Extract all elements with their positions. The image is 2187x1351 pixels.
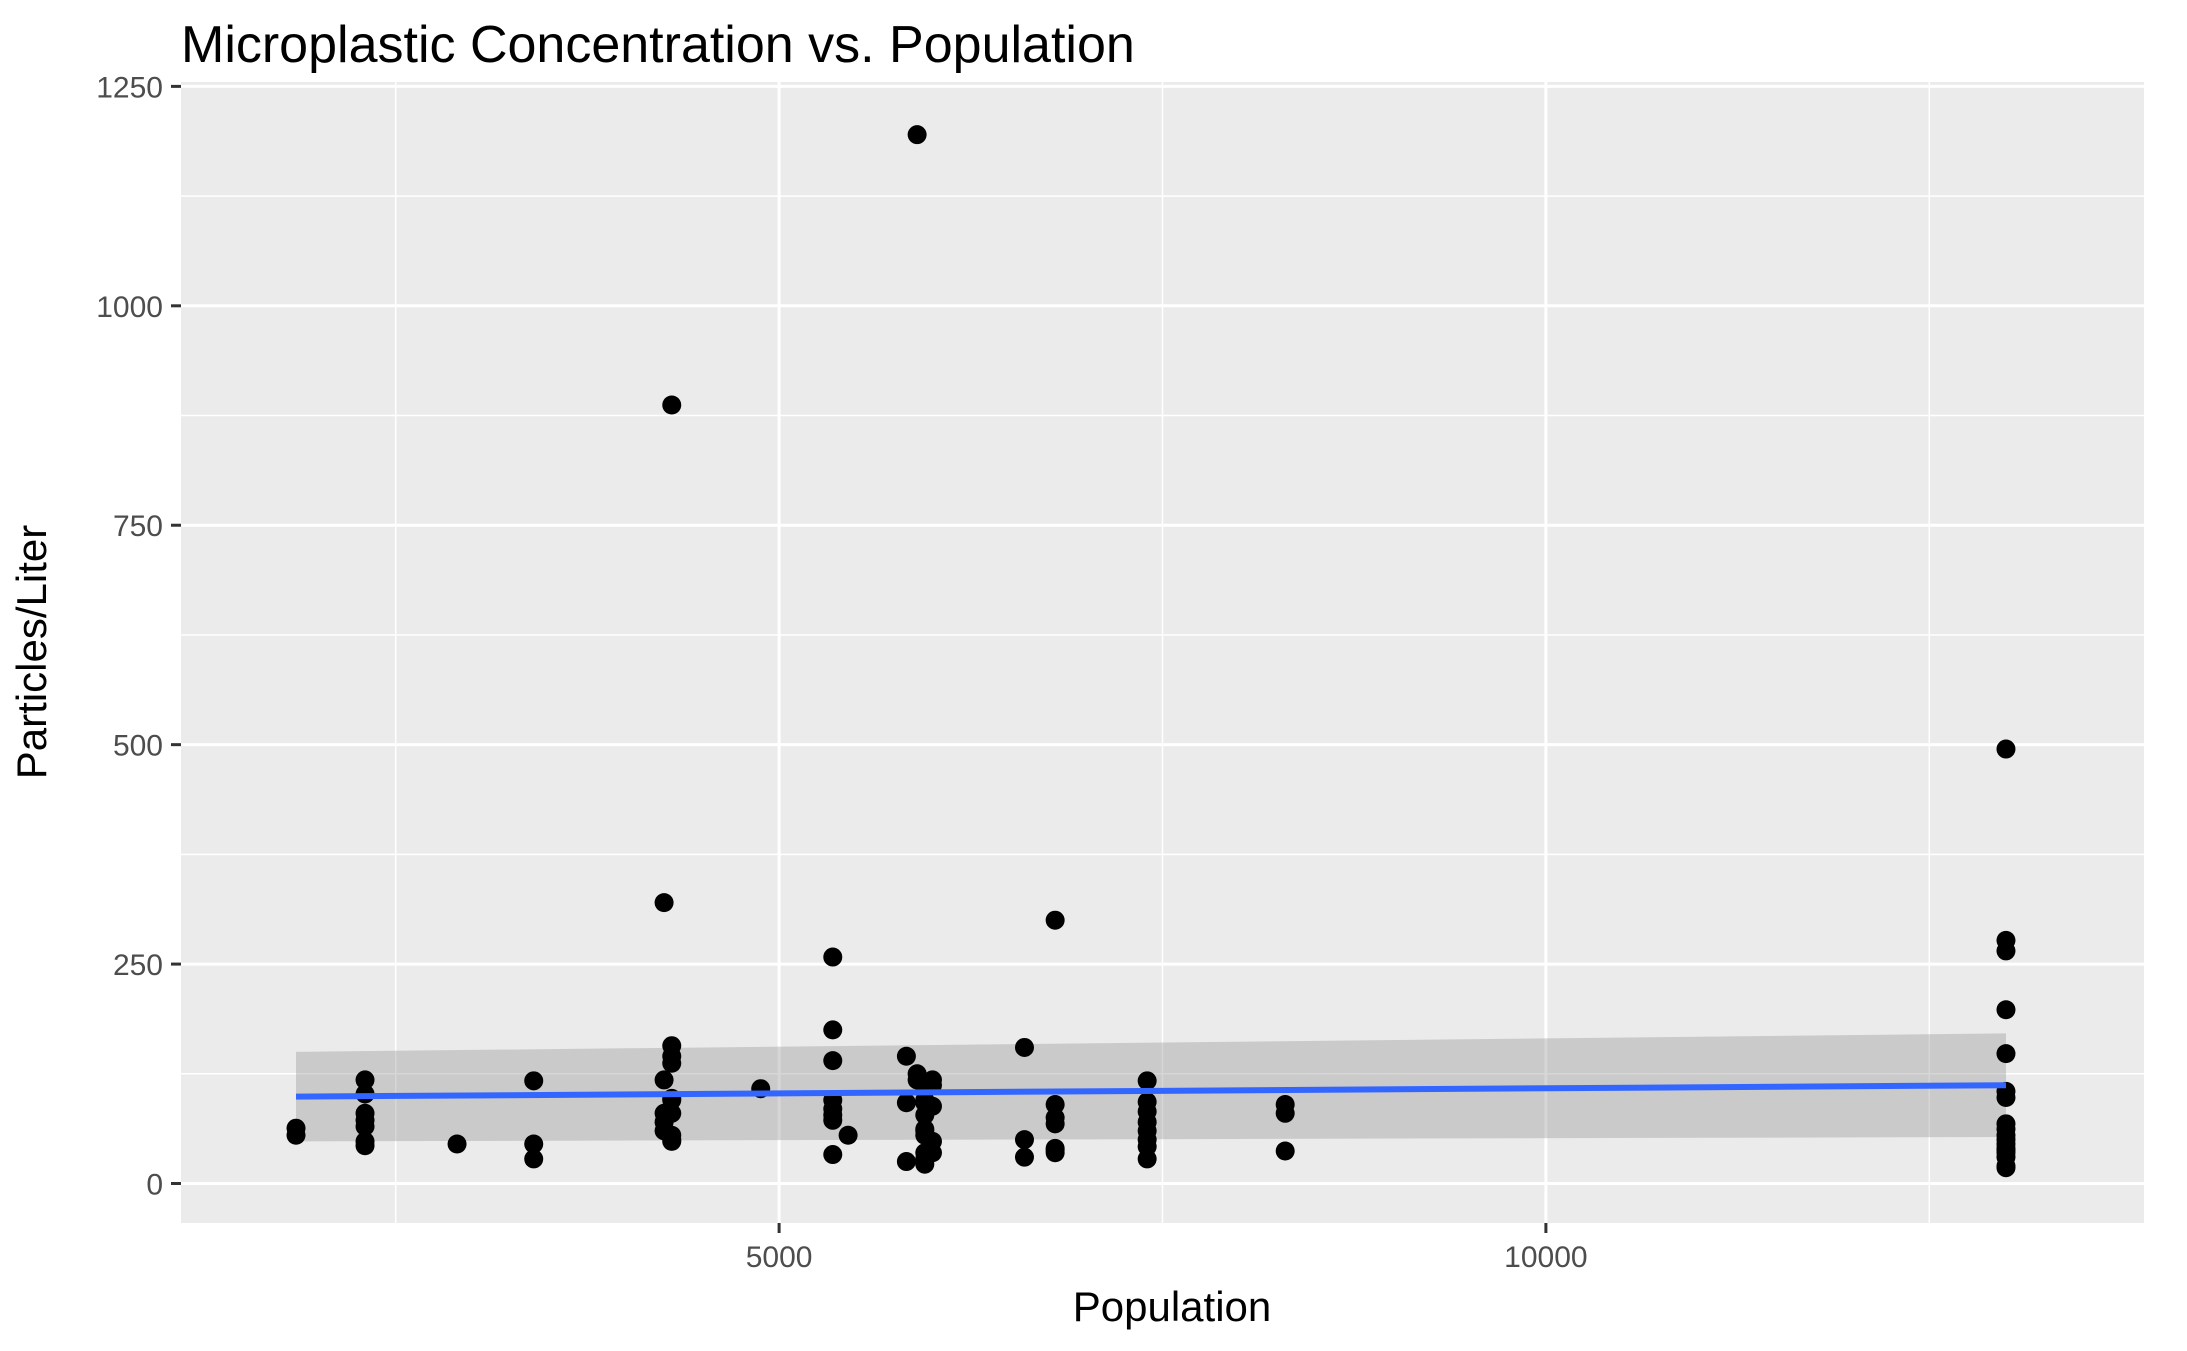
y-tick-label: 750 bbox=[113, 510, 163, 543]
data-point bbox=[823, 1020, 843, 1040]
x-tick-label: 10000 bbox=[1504, 1241, 1587, 1274]
data-point bbox=[524, 1071, 544, 1091]
data-point bbox=[286, 1125, 306, 1145]
data-point bbox=[654, 1070, 674, 1090]
data-point bbox=[823, 1051, 843, 1071]
data-point bbox=[1137, 1149, 1157, 1169]
y-tick-label: 0 bbox=[146, 1169, 163, 1202]
y-tick-label: 1250 bbox=[96, 71, 163, 104]
data-point bbox=[1996, 1143, 2016, 1163]
data-point bbox=[1045, 1095, 1065, 1115]
data-point bbox=[896, 1152, 916, 1172]
data-point bbox=[654, 893, 674, 913]
x-tick-label: 5000 bbox=[746, 1241, 813, 1274]
data-point bbox=[1996, 1000, 2016, 1020]
y-axis-title: Particles/Liter bbox=[8, 525, 55, 779]
data-point bbox=[355, 1116, 375, 1136]
data-point bbox=[1275, 1141, 1295, 1161]
data-point bbox=[355, 1070, 375, 1090]
y-tick-label: 500 bbox=[113, 730, 163, 763]
data-point bbox=[1045, 1140, 1065, 1160]
data-point bbox=[823, 1110, 843, 1130]
data-point bbox=[823, 1145, 843, 1165]
data-point bbox=[907, 125, 927, 145]
data-point bbox=[1996, 1087, 2016, 1107]
data-point bbox=[1137, 1071, 1157, 1091]
data-point bbox=[823, 947, 843, 967]
data-point bbox=[524, 1134, 544, 1154]
data-point bbox=[1014, 1037, 1034, 1057]
data-point bbox=[1996, 1044, 2016, 1064]
data-point bbox=[355, 1136, 375, 1156]
y-tick-label: 1000 bbox=[96, 291, 163, 324]
data-point bbox=[662, 1103, 682, 1123]
minor-gridlines bbox=[181, 82, 2144, 1223]
data-point bbox=[896, 1046, 916, 1066]
data-point bbox=[662, 1053, 682, 1073]
data-point bbox=[1045, 1114, 1065, 1134]
data-point bbox=[896, 1093, 916, 1113]
data-point bbox=[1996, 739, 2016, 759]
data-point bbox=[662, 1130, 682, 1150]
data-point bbox=[922, 1143, 942, 1163]
data-point bbox=[662, 395, 682, 415]
data-point bbox=[1014, 1147, 1034, 1167]
data-point bbox=[447, 1134, 467, 1154]
data-point bbox=[1045, 910, 1065, 930]
data-point bbox=[1996, 941, 2016, 961]
data-point bbox=[838, 1125, 858, 1145]
data-point bbox=[524, 1149, 544, 1169]
major-gridlines bbox=[181, 82, 2144, 1223]
data-point bbox=[1014, 1130, 1034, 1150]
x-axis-title: Population bbox=[1073, 1283, 1272, 1330]
data-point bbox=[1996, 1158, 2016, 1178]
x-axis: 5000 10000 bbox=[746, 1223, 1588, 1274]
y-axis: 0 250 500 750 1000 1250 bbox=[96, 71, 181, 1202]
trend-line bbox=[295, 1082, 2006, 1100]
y-tick-label: 250 bbox=[113, 949, 163, 982]
data-point bbox=[1275, 1103, 1295, 1123]
chart-title: Microplastic Concentration vs. Populatio… bbox=[181, 16, 1135, 74]
data-point bbox=[922, 1096, 942, 1116]
